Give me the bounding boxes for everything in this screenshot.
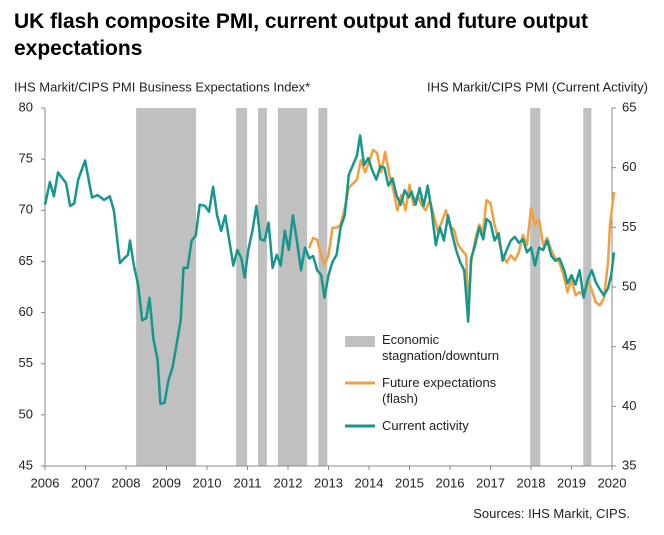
x-tick-label: 2012 xyxy=(274,475,303,490)
shaded-period xyxy=(530,108,541,466)
series-line xyxy=(43,134,616,406)
y-tick-label: 75 xyxy=(19,151,33,166)
x-tick-label: 2014 xyxy=(355,475,384,490)
legend-entry: Current activity xyxy=(382,418,469,433)
y2-tick-label: 35 xyxy=(622,457,636,472)
y-axis-label: IHS Markit/CIPS PMI Business Expectation… xyxy=(14,79,310,94)
shaded-period xyxy=(277,108,308,466)
shaded-period xyxy=(136,108,197,466)
source: Sources: IHS Markit, CIPS. xyxy=(473,506,630,521)
x-tick-label: 2017 xyxy=(476,475,505,490)
y-tick-label: 55 xyxy=(19,355,33,370)
x-tick-label: 2007 xyxy=(71,475,100,490)
shaded-period xyxy=(236,108,248,466)
x-tick-label: 2009 xyxy=(152,475,181,490)
y-tick-label: 60 xyxy=(19,304,33,319)
y-tick-label: 70 xyxy=(19,202,33,217)
x-tick-label: 2006 xyxy=(31,475,60,490)
x-tick-label: 2010 xyxy=(193,475,222,490)
legend-swatch xyxy=(345,336,375,347)
y2-tick-label: 45 xyxy=(622,338,636,353)
y-tick-label: 65 xyxy=(19,253,33,268)
chart-title: UK flash composite PMI, current output a… xyxy=(14,10,588,60)
x-tick-label: 2011 xyxy=(234,475,262,490)
x-tick-label: 2013 xyxy=(314,475,343,490)
x-tick-label: 2018 xyxy=(517,475,546,490)
x-tick-label: 2015 xyxy=(395,475,424,490)
y2-tick-label: 60 xyxy=(622,159,636,174)
y-tick-label: 50 xyxy=(19,406,33,421)
y-tick-label: 45 xyxy=(19,457,33,472)
x-tick-label: 2008 xyxy=(112,475,141,490)
y2-tick-label: 55 xyxy=(622,219,636,234)
x-tick-label: 2020 xyxy=(598,475,627,490)
y-tick-label: 80 xyxy=(19,99,33,114)
x-tick-label: 2019 xyxy=(557,475,586,490)
series-line xyxy=(307,148,616,316)
y2-tick-label: 40 xyxy=(622,398,636,413)
shaded-period xyxy=(258,108,267,466)
legend-entry: Future expectations (flash) xyxy=(382,375,497,406)
legend-shaded: Economic stagnation/downturn xyxy=(382,332,500,363)
y2-tick-label: 50 xyxy=(622,278,636,293)
y2-axis-label: IHS Markit/CIPS PMI (Current Activity) xyxy=(427,79,648,94)
x-tick-label: 2016 xyxy=(436,475,465,490)
y2-tick-label: 65 xyxy=(622,99,636,114)
